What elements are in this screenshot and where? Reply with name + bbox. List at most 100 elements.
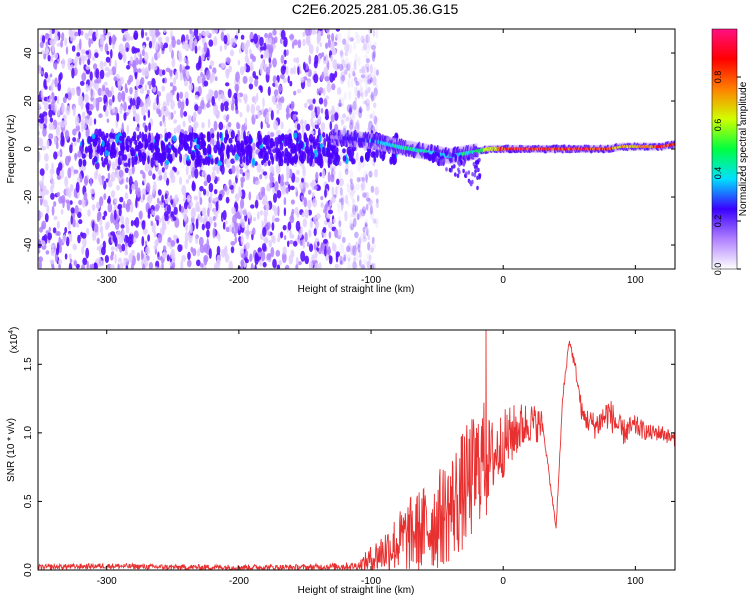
heatmap-cell xyxy=(314,54,319,65)
heatmap-cell xyxy=(335,253,339,263)
heatmap-cell xyxy=(183,201,188,210)
heatmap-cell xyxy=(58,259,63,265)
heatmap-cell xyxy=(338,32,342,43)
heatmap-cell xyxy=(294,207,299,215)
heatmap-cell xyxy=(362,206,366,212)
y-tick-label: 20 xyxy=(23,95,34,107)
heatmap-cell xyxy=(41,145,47,151)
heatmap-cell xyxy=(133,230,139,239)
heatmap-cell xyxy=(351,211,355,217)
colorbar-tick-label: 0.0 xyxy=(713,263,723,276)
heatmap-cell xyxy=(161,144,166,155)
heatmap-cell xyxy=(317,241,320,247)
heatmap-cell xyxy=(148,122,152,132)
heatmap-cell xyxy=(220,29,226,32)
heatmap-cell xyxy=(465,171,468,176)
heatmap-cell xyxy=(183,56,187,63)
heatmap-cell xyxy=(375,83,379,89)
heatmap-cell xyxy=(212,197,218,202)
heatmap-cell xyxy=(342,256,346,262)
heatmap-cell xyxy=(65,236,70,247)
heatmap-cell xyxy=(82,257,88,266)
heatmap-cell xyxy=(157,189,162,196)
heatmap-cell xyxy=(364,227,370,233)
heatmap-cell xyxy=(356,214,361,220)
y-tick-label: 40 xyxy=(23,47,34,59)
heatmap-cell xyxy=(339,255,343,265)
heatmap-cell xyxy=(118,235,124,244)
heatmap-cell xyxy=(117,257,122,263)
heatmap-cell xyxy=(272,57,277,68)
heatmap-cell xyxy=(315,138,318,146)
heatmap-cell xyxy=(192,248,197,257)
heatmap-cell xyxy=(94,79,99,84)
heatmap-cell xyxy=(120,224,125,229)
heatmap-cell xyxy=(53,215,58,221)
heatmap-cell xyxy=(355,86,358,97)
snr-y-ticks: 0.0 0.5 1.0 1.5 xyxy=(23,357,675,577)
heatmap-cell xyxy=(157,233,163,244)
heatmap-cell xyxy=(93,118,97,125)
heatmap-cell xyxy=(220,102,225,112)
heatmap-cell xyxy=(342,38,347,45)
heatmap-cell xyxy=(361,38,366,44)
heatmap-cell xyxy=(290,67,295,75)
heatmap-cell xyxy=(148,262,153,269)
heatmap-cell xyxy=(176,238,180,244)
heatmap-cell xyxy=(184,231,189,243)
heatmap-cell xyxy=(109,132,114,139)
heatmap-cell xyxy=(374,218,379,224)
heatmap-cell xyxy=(319,134,322,142)
heatmap-cell xyxy=(370,209,374,221)
heatmap-cell xyxy=(366,253,371,261)
heatmap-cell xyxy=(147,109,151,119)
heatmap-cell xyxy=(165,67,171,73)
heatmap-cell xyxy=(55,126,61,136)
heatmap-cell xyxy=(117,243,122,250)
heatmap-cell xyxy=(189,29,192,35)
heatmap-cell xyxy=(266,229,271,236)
heatmap-cell xyxy=(56,174,61,180)
heatmap-cell xyxy=(361,181,366,191)
heatmap-cell xyxy=(247,211,252,219)
heatmap-cell xyxy=(259,63,263,75)
heatmap-cell xyxy=(346,38,350,48)
heatmap-cell xyxy=(365,203,369,211)
heatmap-cell xyxy=(179,71,183,81)
heatmap-cell xyxy=(163,29,167,34)
heatmap-cell xyxy=(185,34,189,42)
heatmap-cell xyxy=(60,195,66,204)
heatmap-cell xyxy=(144,66,149,78)
heatmap-cell xyxy=(365,58,370,64)
heatmap-cell xyxy=(352,185,357,194)
heatmap-cell xyxy=(346,104,352,113)
heatmap-cell xyxy=(381,154,385,162)
heatmap-cell xyxy=(69,253,72,260)
heatmap-cell xyxy=(229,49,235,57)
heatmap-cell xyxy=(365,197,371,202)
heatmap-cell xyxy=(179,91,184,100)
heatmap-cell xyxy=(349,104,353,113)
heatmap-cell xyxy=(190,208,196,219)
heatmap-cell xyxy=(267,160,271,167)
heatmap-cell xyxy=(372,110,376,122)
x-tick-label: -200 xyxy=(229,275,249,286)
heatmap-cell xyxy=(169,169,174,180)
heatmap-cell xyxy=(368,254,372,261)
heatmap-cell xyxy=(129,87,133,95)
heatmap-cell xyxy=(182,120,186,128)
heatmap-cell xyxy=(157,133,161,141)
heatmap-cell xyxy=(362,192,367,199)
heatmap-cell xyxy=(349,117,353,125)
heatmap-cell xyxy=(475,152,479,157)
heatmap-cell xyxy=(206,229,210,238)
heatmap-cell xyxy=(185,65,190,70)
heatmap-cell xyxy=(319,172,323,177)
heatmap-cell xyxy=(116,112,120,122)
heatmap-cell xyxy=(248,83,254,90)
heatmap-cell xyxy=(65,105,71,116)
heatmap-cell xyxy=(115,246,119,252)
heatmap-cell xyxy=(203,80,209,87)
heatmap-cell xyxy=(294,153,298,163)
colorbar: 0.0 0.2 0.4 0.6 0.8 Normalized spectral ampl… xyxy=(711,28,749,276)
